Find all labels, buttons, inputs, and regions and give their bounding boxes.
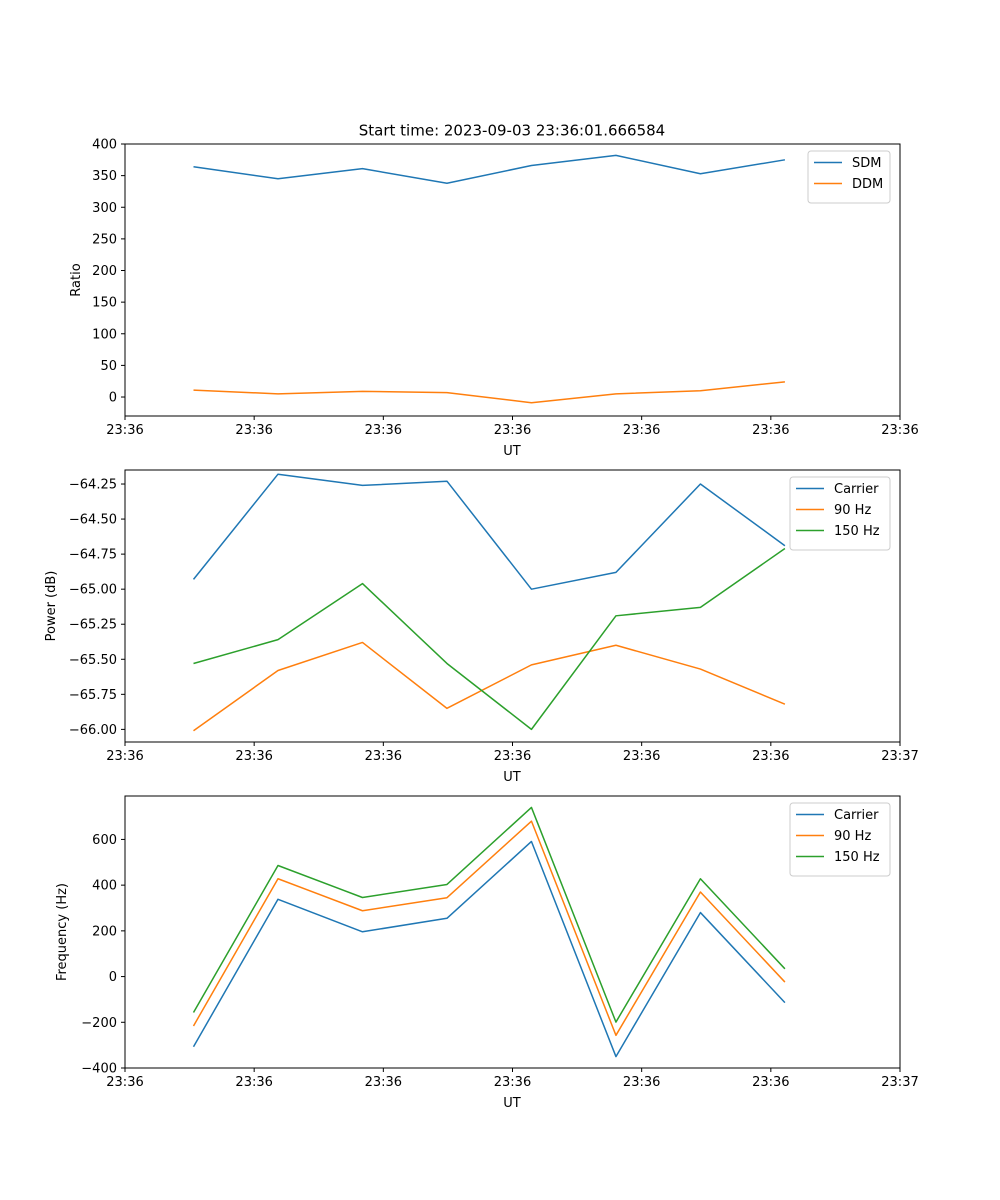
x-tick-label: 23:36 — [235, 423, 272, 438]
x-tick-label: 23:36 — [881, 423, 918, 438]
x-tick-label: 23:36 — [494, 1075, 531, 1090]
x-tick-label: 23:36 — [494, 749, 531, 764]
x-tick-label: 23:36 — [365, 1075, 402, 1090]
y-tick-label: 200 — [92, 924, 117, 939]
series-line-carrier — [192, 473, 786, 590]
x-axis-label: UT — [503, 444, 521, 459]
y-tick-label: −66.00 — [69, 723, 117, 738]
y-tick-label: 0 — [109, 970, 117, 985]
x-tick-label: 23:36 — [106, 1075, 143, 1090]
series-line-sdm — [193, 154, 786, 184]
legend-label-sdm: SDM — [852, 156, 881, 171]
series-line-carrier — [192, 840, 786, 1058]
y-tick-label: −64.50 — [69, 513, 117, 528]
legend-label-90-hz: 90 Hz — [834, 829, 871, 844]
x-tick-label: 23:36 — [752, 749, 789, 764]
x-axis-label: UT — [503, 770, 521, 785]
x-tick-label: 23:36 — [365, 423, 402, 438]
series-line-90-hz — [192, 820, 786, 1037]
legend-label-carrier: Carrier — [834, 808, 879, 823]
x-tick-label: 23:37 — [881, 749, 918, 764]
x-tick-label: 23:36 — [106, 749, 143, 764]
y-tick-label: 400 — [92, 138, 117, 153]
legend: Carrier 90 Hz 150 Hz — [789, 802, 891, 877]
x-tick-label: 23:36 — [623, 423, 660, 438]
chart-title: Start time: 2023-09-03 23:36:01.666584 — [359, 122, 665, 140]
x-tick-label: 23:36 — [106, 423, 143, 438]
x-tick-label: 23:36 — [235, 1075, 272, 1090]
legend-label-150-hz: 150 Hz — [834, 524, 880, 539]
legend-box — [789, 802, 891, 877]
y-tick-label: 250 — [92, 232, 117, 247]
x-tick-label: 23:36 — [235, 749, 272, 764]
y-tick-label: −65.75 — [69, 688, 117, 703]
power-panel: 23:36 23:36 23:36 23:36 23:36 23:36 23:37 −66.0… — [44, 469, 919, 785]
series-line-90-hz — [193, 641, 786, 732]
y-tick-label: −65.50 — [69, 653, 117, 668]
x-axis-label: UT — [503, 1096, 521, 1111]
legend-label-90-hz: 90 Hz — [834, 503, 871, 518]
y-axis-label: Frequency (Hz) — [55, 883, 70, 981]
y-tick-label: −200 — [81, 1016, 117, 1031]
y-axis-label: Power (dB) — [44, 571, 59, 642]
y-tick-label: 200 — [92, 264, 117, 279]
y-tick-label: 400 — [92, 879, 117, 894]
legend-label-ddm: DDM — [852, 177, 883, 192]
legend-box — [789, 476, 891, 551]
legend: SDM DDM — [807, 150, 891, 204]
x-tick-label: 23:36 — [752, 1075, 789, 1090]
y-tick-label: 150 — [92, 296, 117, 311]
frequency-panel: 23:36 23:36 23:36 23:36 23:36 23:36 23:37 −400 −… — [55, 795, 919, 1111]
y-tick-label: 300 — [92, 201, 117, 216]
legend-label-carrier: Carrier — [834, 482, 879, 497]
y-tick-label: −65.25 — [69, 618, 117, 633]
x-tick-label: 23:36 — [365, 749, 402, 764]
y-tick-label: −64.25 — [69, 478, 117, 493]
y-tick-label: −65.00 — [69, 583, 117, 598]
ratio-panel: 23:36 23:36 23:36 23:36 23:36 23:36 23:36 0 50 10… — [69, 138, 919, 460]
y-tick-label: 100 — [92, 327, 117, 342]
y-tick-label: 0 — [109, 391, 117, 406]
y-tick-label: −64.75 — [69, 548, 117, 563]
x-tick-label: 23:36 — [623, 749, 660, 764]
legend-box — [807, 150, 891, 204]
series-line-150-hz — [192, 806, 786, 1023]
y-tick-label: 350 — [92, 169, 117, 184]
x-tick-label: 23:36 — [623, 1075, 660, 1090]
series-line-150-hz — [193, 547, 786, 731]
y-tick-label: −400 — [81, 1062, 117, 1077]
legend: Carrier 90 Hz 150 Hz — [789, 476, 891, 551]
x-tick-label: 23:36 — [752, 423, 789, 438]
x-tick-label: 23:36 — [494, 423, 531, 438]
y-tick-label: 50 — [100, 359, 117, 374]
y-axis-label: Ratio — [69, 263, 84, 296]
x-tick-label: 23:37 — [881, 1075, 918, 1090]
y-tick-label: 600 — [92, 833, 117, 848]
series-line-ddm — [193, 381, 785, 404]
legend-label-150-hz: 150 Hz — [834, 850, 880, 865]
